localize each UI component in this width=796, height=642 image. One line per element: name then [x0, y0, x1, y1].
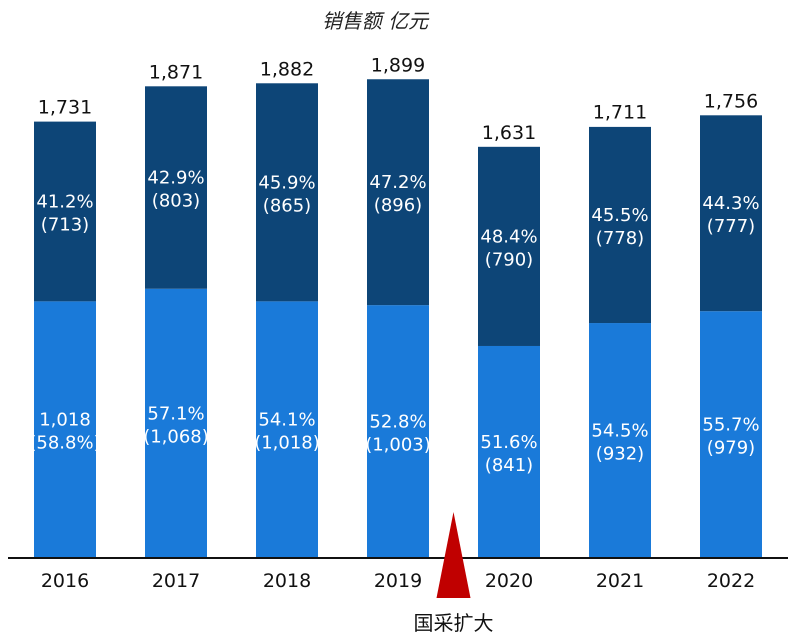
- bar-segment-upper-2022: [700, 115, 762, 312]
- segment-data-label-2022: 44.3% (777): [702, 193, 759, 237]
- bar-segment-upper-2019: [367, 79, 429, 306]
- bar-segment-lower-2017: [145, 288, 207, 558]
- bars-layer: 1,018 (58.8%) 41.2% (713) 1,731 57.1% (1,068) 4…: [29, 54, 762, 558]
- segment-data-label-2021: 54.5% (932): [591, 421, 648, 465]
- segment-data-label-2019: 52.8% (1,003): [365, 412, 431, 456]
- bar-segment-lower-2022: [700, 311, 762, 558]
- bar-segment-lower-2019: [367, 305, 429, 558]
- x-tick-label-2019: 2019: [374, 570, 422, 592]
- bar-segment-upper-2018: [256, 83, 318, 302]
- x-tick-label-2022: 2022: [707, 570, 755, 592]
- bar-segment-upper-2016: [34, 121, 96, 302]
- x-tick-label-2021: 2021: [596, 570, 644, 592]
- segment-data-label-2022: 55.7% (979): [702, 415, 759, 459]
- segment-data-label-2017: 57.1% (1,068): [143, 403, 209, 447]
- bar-segment-lower-2018: [256, 301, 318, 558]
- total-label-2016: 1,731: [38, 97, 92, 119]
- bar-segment-lower-2021: [589, 323, 651, 558]
- total-label-2019: 1,899: [371, 54, 425, 76]
- total-label-2020: 1,631: [482, 122, 536, 144]
- segment-data-label-2021: 45.5% (778): [591, 205, 648, 249]
- segment-data-label-2018: 54.1% (1,018): [254, 410, 320, 454]
- bar-segment-upper-2017: [145, 86, 207, 289]
- segment-data-label-2020: 48.4% (790): [480, 226, 537, 270]
- x-tick-label-2020: 2020: [485, 570, 533, 592]
- policy-marker-triangle-icon: [436, 512, 471, 598]
- segment-data-label-2017: 42.9% (803): [147, 168, 204, 212]
- x-tick-label-2018: 2018: [263, 570, 311, 592]
- x-tick-label-2016: 2016: [41, 570, 89, 592]
- bar-segment-upper-2020: [478, 146, 540, 346]
- segment-data-label-2019: 47.2% (896): [369, 172, 426, 216]
- annotation-label: 国采扩大: [414, 611, 494, 635]
- segment-data-label-2016: 1,018 (58.8%): [29, 410, 100, 454]
- total-label-2018: 1,882: [260, 59, 314, 81]
- total-label-2021: 1,711: [593, 102, 647, 124]
- bar-segment-upper-2021: [589, 126, 651, 324]
- segment-data-label-2020: 51.6% (841): [480, 432, 537, 476]
- bar-segment-lower-2016: [34, 301, 96, 558]
- total-label-2022: 1,756: [704, 90, 758, 112]
- total-label-2017: 1,871: [149, 61, 203, 83]
- y-axis-label: 销售额 亿元: [322, 9, 430, 33]
- x-tick-labels: 2016 2017 2018 2019 2020 2021 2022: [41, 570, 755, 592]
- segment-data-label-2016: 41.2% (713): [36, 191, 93, 235]
- segment-data-label-2018: 45.9% (865): [258, 172, 315, 216]
- x-tick-label-2017: 2017: [152, 570, 200, 592]
- bar-segment-lower-2020: [478, 345, 540, 558]
